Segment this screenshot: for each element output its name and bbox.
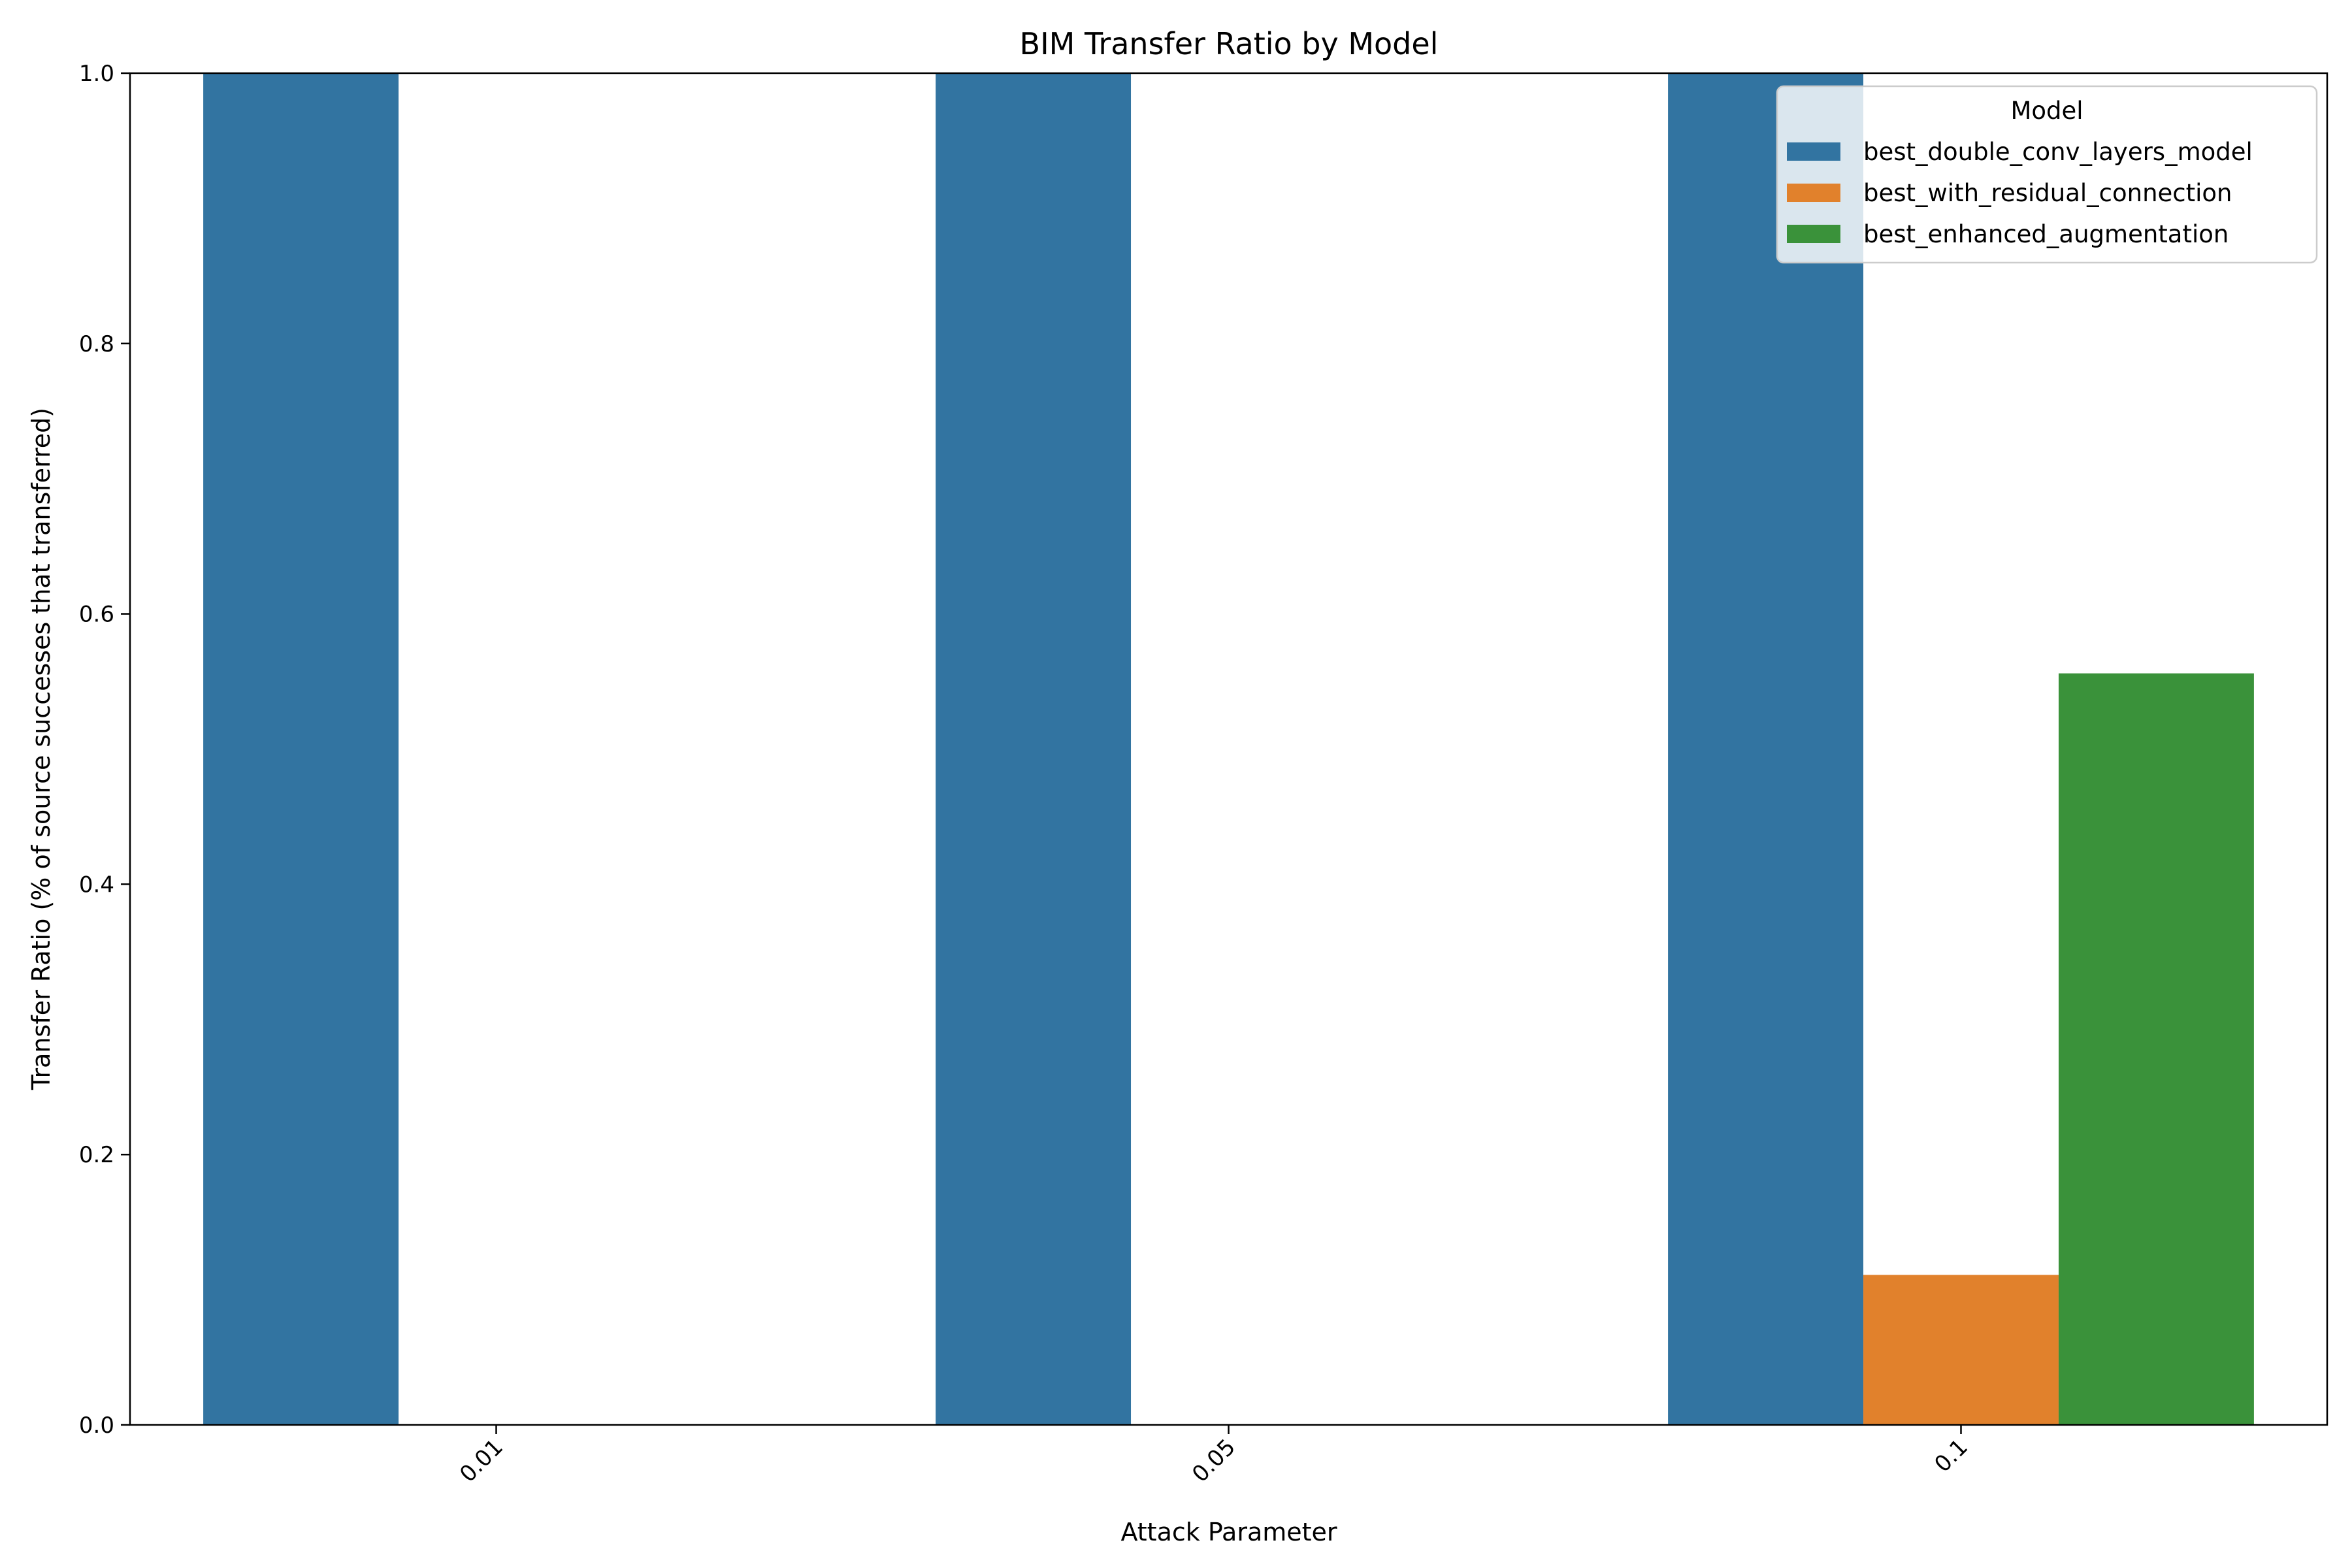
chart-title: BIM Transfer Ratio by Model bbox=[1020, 26, 1439, 61]
legend-entry-best_enhanced_augmentation: best_enhanced_augmentation bbox=[1863, 220, 2229, 248]
bar-best_with_residual_connection-0.1 bbox=[1863, 1275, 2059, 1425]
legend-title: Model bbox=[2010, 97, 2083, 125]
legend-swatch-best_double_conv_layers_model bbox=[1787, 142, 1840, 161]
bar-best_enhanced_augmentation-0.1 bbox=[2058, 673, 2254, 1425]
y-tick-label: 0.2 bbox=[79, 1142, 114, 1168]
legend-entry-best_with_residual_connection: best_with_residual_connection bbox=[1863, 179, 2232, 207]
bar-best_double_conv_layers_model-0.01 bbox=[203, 73, 399, 1425]
legend-box bbox=[1776, 85, 2318, 264]
y-axis-label: Transfer Ratio (% of source successes th… bbox=[27, 408, 56, 1090]
plot-frame bbox=[129, 72, 2328, 1426]
y-tick-label: 0.8 bbox=[79, 331, 114, 357]
legend-swatch-best_enhanced_augmentation bbox=[1787, 225, 1840, 243]
legend-swatch-best_with_residual_connection bbox=[1787, 184, 1840, 202]
y-tick-label: 1.0 bbox=[79, 61, 114, 87]
bar-best_double_conv_layers_model-0.05 bbox=[936, 73, 1132, 1425]
y-tick-label: 0.6 bbox=[79, 602, 114, 628]
x-axis-label: Attack Parameter bbox=[1120, 1518, 1337, 1546]
y-tick-label: 0.4 bbox=[79, 872, 114, 898]
legend-entry-best_double_conv_layers_model: best_double_conv_layers_model bbox=[1863, 138, 2253, 166]
y-tick-label: 0.0 bbox=[79, 1413, 114, 1439]
bar-best_double_conv_layers_model-0.1 bbox=[1668, 73, 1864, 1425]
legend: Model best_double_conv_layers_model best_w… bbox=[1776, 85, 2318, 264]
y-axis: 0.0 0.2 0.4 0.6 0.8 1.0 bbox=[79, 61, 130, 1439]
bars-group bbox=[203, 73, 2254, 1425]
